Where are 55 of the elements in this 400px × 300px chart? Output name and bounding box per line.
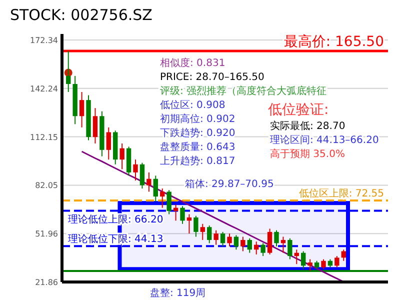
- candlestick: [341, 249, 346, 262]
- candlestick: [194, 215, 198, 238]
- candlestick: [247, 238, 252, 254]
- annotation: 盘整质量: 0.643: [160, 141, 236, 153]
- y-tick-label: 112.15: [30, 132, 58, 142]
- annotation: 评级: 强烈推荐（高度符合大弧底特征: [160, 85, 327, 97]
- ref-line-label: 低位区上限: 72.55: [298, 187, 384, 200]
- candlestick: [166, 190, 172, 215]
- y-tick-label: 172.34: [30, 36, 58, 45]
- candlestick: [288, 238, 292, 260]
- annotation: 高于预期 35.0%: [270, 148, 345, 160]
- candlestick: [140, 162, 145, 189]
- y-tick-label: 51.96: [35, 230, 58, 239]
- y-tick-label: 82.05: [35, 181, 58, 190]
- annotation: 低位区: 0.908: [160, 99, 226, 111]
- candlestick: [214, 230, 218, 246]
- annotation: 下跌趋势: 0.920: [160, 127, 236, 139]
- candlestick: [186, 214, 192, 234]
- y-tick-label: 21.86: [35, 278, 58, 287]
- annotation: 初期高位: 0.902: [160, 113, 236, 125]
- candlestick: [120, 142, 124, 170]
- candlestick: [274, 230, 279, 247]
- candlestick: [106, 126, 111, 160]
- text: 盘整: 119周: [150, 287, 206, 299]
- candlestick: [92, 108, 98, 144]
- annotation: 上升趋势: 0.817: [160, 155, 236, 167]
- candlestick: [321, 258, 326, 270]
- candlestick: [200, 223, 205, 240]
- candlestick: [234, 234, 239, 250]
- candlestick: [79, 92, 84, 128]
- ref-line-label: 最高价: 165.50: [284, 34, 384, 50]
- candlestick: [294, 249, 299, 265]
- candlestick: [240, 236, 246, 252]
- candlestick: [227, 233, 232, 247]
- candlestick: [267, 228, 272, 255]
- annotation: 低位验证:: [268, 102, 329, 118]
- candlestick: [280, 236, 286, 254]
- candlestick: [334, 256, 340, 268]
- candlestick: [160, 188, 165, 208]
- candlestick: [220, 231, 226, 247]
- y-tick-label: 142.24: [30, 84, 58, 94]
- candlestick: [146, 172, 152, 192]
- candlestick: [180, 206, 185, 224]
- annotation: 实际最低: 28.70: [270, 120, 346, 132]
- chart-title: STOCK: 002756.SZ: [10, 6, 152, 24]
- band-label: 箱体: 29.87–70.95: [185, 178, 274, 190]
- candlestick: [133, 159, 138, 181]
- candlestick: [207, 224, 212, 244]
- candlestick: [260, 242, 266, 257]
- candlestick: [308, 258, 312, 272]
- candlestick: [153, 175, 158, 202]
- annotation: PRICE: 28.70–165.50: [160, 72, 264, 83]
- candlestick: [173, 204, 178, 222]
- annotation: 相似度: 0.831: [160, 57, 226, 69]
- annotation: 理论区间: 44.13–66.20: [270, 134, 379, 146]
